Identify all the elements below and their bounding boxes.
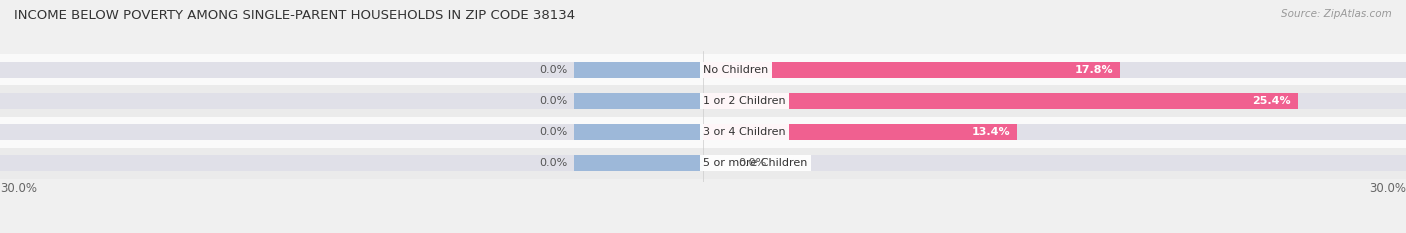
Text: INCOME BELOW POVERTY AMONG SINGLE-PARENT HOUSEHOLDS IN ZIP CODE 38134: INCOME BELOW POVERTY AMONG SINGLE-PARENT… xyxy=(14,9,575,22)
Text: Source: ZipAtlas.com: Source: ZipAtlas.com xyxy=(1281,9,1392,19)
Bar xyxy=(0,54,1406,86)
Bar xyxy=(703,124,1017,140)
Bar xyxy=(703,93,1406,109)
Bar xyxy=(0,155,703,171)
Bar xyxy=(703,62,1121,78)
Text: 30.0%: 30.0% xyxy=(0,182,37,195)
Bar xyxy=(703,62,1406,78)
Bar xyxy=(0,62,703,78)
Text: 1 or 2 Children: 1 or 2 Children xyxy=(703,96,786,106)
Text: 17.8%: 17.8% xyxy=(1074,65,1114,75)
Text: 13.4%: 13.4% xyxy=(972,127,1010,137)
Bar xyxy=(0,86,1406,116)
Bar xyxy=(703,155,1406,171)
Bar xyxy=(574,124,703,140)
Bar xyxy=(0,147,1406,179)
Text: 0.0%: 0.0% xyxy=(538,96,567,106)
Text: 30.0%: 30.0% xyxy=(1369,182,1406,195)
Bar xyxy=(703,124,1406,140)
Text: 0.0%: 0.0% xyxy=(538,65,567,75)
Bar xyxy=(703,93,1298,109)
Text: 25.4%: 25.4% xyxy=(1253,96,1291,106)
Bar xyxy=(0,93,703,109)
Bar xyxy=(574,155,703,171)
Bar xyxy=(574,93,703,109)
Text: 0.0%: 0.0% xyxy=(538,158,567,168)
Bar xyxy=(0,124,703,140)
Bar xyxy=(0,116,1406,147)
Text: No Children: No Children xyxy=(703,65,768,75)
Text: 3 or 4 Children: 3 or 4 Children xyxy=(703,127,786,137)
Text: 0.0%: 0.0% xyxy=(738,158,766,168)
Text: 5 or more Children: 5 or more Children xyxy=(703,158,807,168)
Text: 0.0%: 0.0% xyxy=(538,127,567,137)
Bar xyxy=(574,62,703,78)
